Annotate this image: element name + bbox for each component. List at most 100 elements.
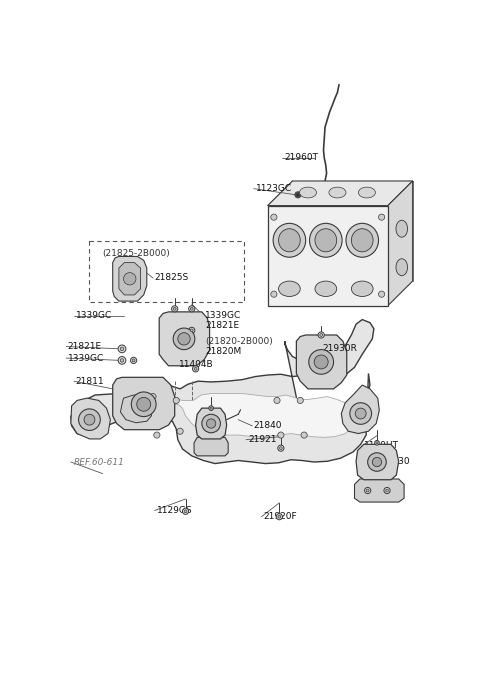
- Circle shape: [209, 406, 214, 410]
- Circle shape: [384, 487, 390, 493]
- Circle shape: [173, 307, 176, 310]
- Circle shape: [189, 328, 195, 334]
- Ellipse shape: [329, 187, 346, 198]
- Polygon shape: [119, 263, 141, 295]
- Polygon shape: [341, 385, 379, 433]
- Text: 21825S: 21825S: [155, 274, 189, 282]
- Circle shape: [182, 508, 189, 514]
- Polygon shape: [196, 408, 227, 439]
- Polygon shape: [113, 377, 175, 430]
- Circle shape: [131, 357, 137, 363]
- Circle shape: [379, 214, 385, 220]
- Circle shape: [118, 357, 126, 364]
- Circle shape: [120, 359, 124, 362]
- Circle shape: [123, 272, 136, 285]
- Circle shape: [172, 306, 178, 312]
- Polygon shape: [113, 256, 147, 301]
- Text: REF.60-611: REF.60-611: [74, 458, 125, 466]
- Circle shape: [173, 398, 180, 404]
- Ellipse shape: [310, 223, 342, 257]
- Circle shape: [365, 487, 371, 493]
- Polygon shape: [194, 437, 228, 456]
- Text: 1339GC: 1339GC: [205, 311, 241, 320]
- Text: 21821E: 21821E: [68, 342, 102, 351]
- Text: 21840: 21840: [254, 421, 282, 430]
- Text: 1129GS: 1129GS: [157, 506, 192, 515]
- Circle shape: [355, 408, 366, 419]
- Circle shape: [79, 409, 100, 431]
- Text: 21960T: 21960T: [285, 154, 319, 162]
- Circle shape: [297, 398, 303, 404]
- Circle shape: [320, 334, 323, 336]
- Ellipse shape: [396, 220, 408, 237]
- Ellipse shape: [278, 228, 300, 252]
- Circle shape: [189, 306, 195, 312]
- Circle shape: [150, 394, 156, 400]
- Circle shape: [84, 415, 95, 425]
- Circle shape: [385, 489, 388, 492]
- Ellipse shape: [396, 259, 408, 276]
- Polygon shape: [268, 206, 388, 306]
- Circle shape: [132, 359, 135, 362]
- Circle shape: [309, 350, 334, 374]
- Circle shape: [191, 329, 193, 332]
- Text: (21820-2B000): (21820-2B000): [205, 336, 273, 346]
- Text: 21821E: 21821E: [205, 321, 239, 330]
- Ellipse shape: [300, 187, 316, 198]
- Circle shape: [154, 432, 160, 438]
- Circle shape: [192, 366, 199, 372]
- Polygon shape: [356, 444, 399, 480]
- Ellipse shape: [315, 228, 336, 252]
- Text: 1339GC: 1339GC: [75, 311, 112, 320]
- Circle shape: [178, 333, 190, 345]
- Text: 1140HT: 1140HT: [364, 441, 399, 450]
- Circle shape: [278, 432, 284, 438]
- Circle shape: [375, 441, 379, 445]
- Circle shape: [301, 432, 307, 438]
- Circle shape: [132, 392, 156, 417]
- Circle shape: [177, 428, 183, 434]
- Circle shape: [314, 355, 328, 369]
- Circle shape: [279, 447, 282, 450]
- Circle shape: [210, 407, 212, 409]
- Circle shape: [194, 367, 197, 370]
- Circle shape: [173, 328, 195, 350]
- Circle shape: [118, 345, 126, 353]
- Polygon shape: [268, 181, 413, 206]
- Polygon shape: [296, 335, 347, 389]
- Text: 11404B: 11404B: [179, 360, 213, 369]
- Circle shape: [202, 415, 220, 433]
- Circle shape: [368, 453, 386, 471]
- Circle shape: [206, 419, 216, 428]
- Polygon shape: [159, 312, 210, 366]
- Text: 21921: 21921: [248, 435, 277, 444]
- FancyBboxPatch shape: [89, 241, 244, 302]
- Circle shape: [274, 398, 280, 404]
- Circle shape: [278, 445, 284, 452]
- Circle shape: [350, 403, 372, 425]
- Text: 21920F: 21920F: [264, 512, 298, 521]
- Circle shape: [318, 332, 324, 338]
- Circle shape: [271, 291, 277, 297]
- Circle shape: [296, 193, 300, 196]
- Circle shape: [295, 192, 301, 198]
- Ellipse shape: [346, 223, 379, 257]
- Circle shape: [376, 441, 378, 443]
- Circle shape: [191, 307, 193, 310]
- Text: 21930R: 21930R: [322, 344, 357, 353]
- Circle shape: [379, 291, 385, 297]
- Polygon shape: [71, 319, 374, 464]
- Ellipse shape: [351, 281, 373, 297]
- Circle shape: [276, 514, 282, 520]
- Text: 1123GC: 1123GC: [256, 184, 292, 193]
- Ellipse shape: [351, 228, 373, 252]
- Polygon shape: [388, 181, 413, 306]
- Circle shape: [184, 510, 187, 513]
- Circle shape: [372, 458, 382, 466]
- Text: 21820M: 21820M: [205, 346, 241, 356]
- Text: 21830: 21830: [382, 457, 410, 466]
- Text: 1339GC: 1339GC: [68, 354, 104, 363]
- Circle shape: [366, 489, 369, 492]
- Ellipse shape: [359, 187, 375, 198]
- Circle shape: [120, 347, 124, 350]
